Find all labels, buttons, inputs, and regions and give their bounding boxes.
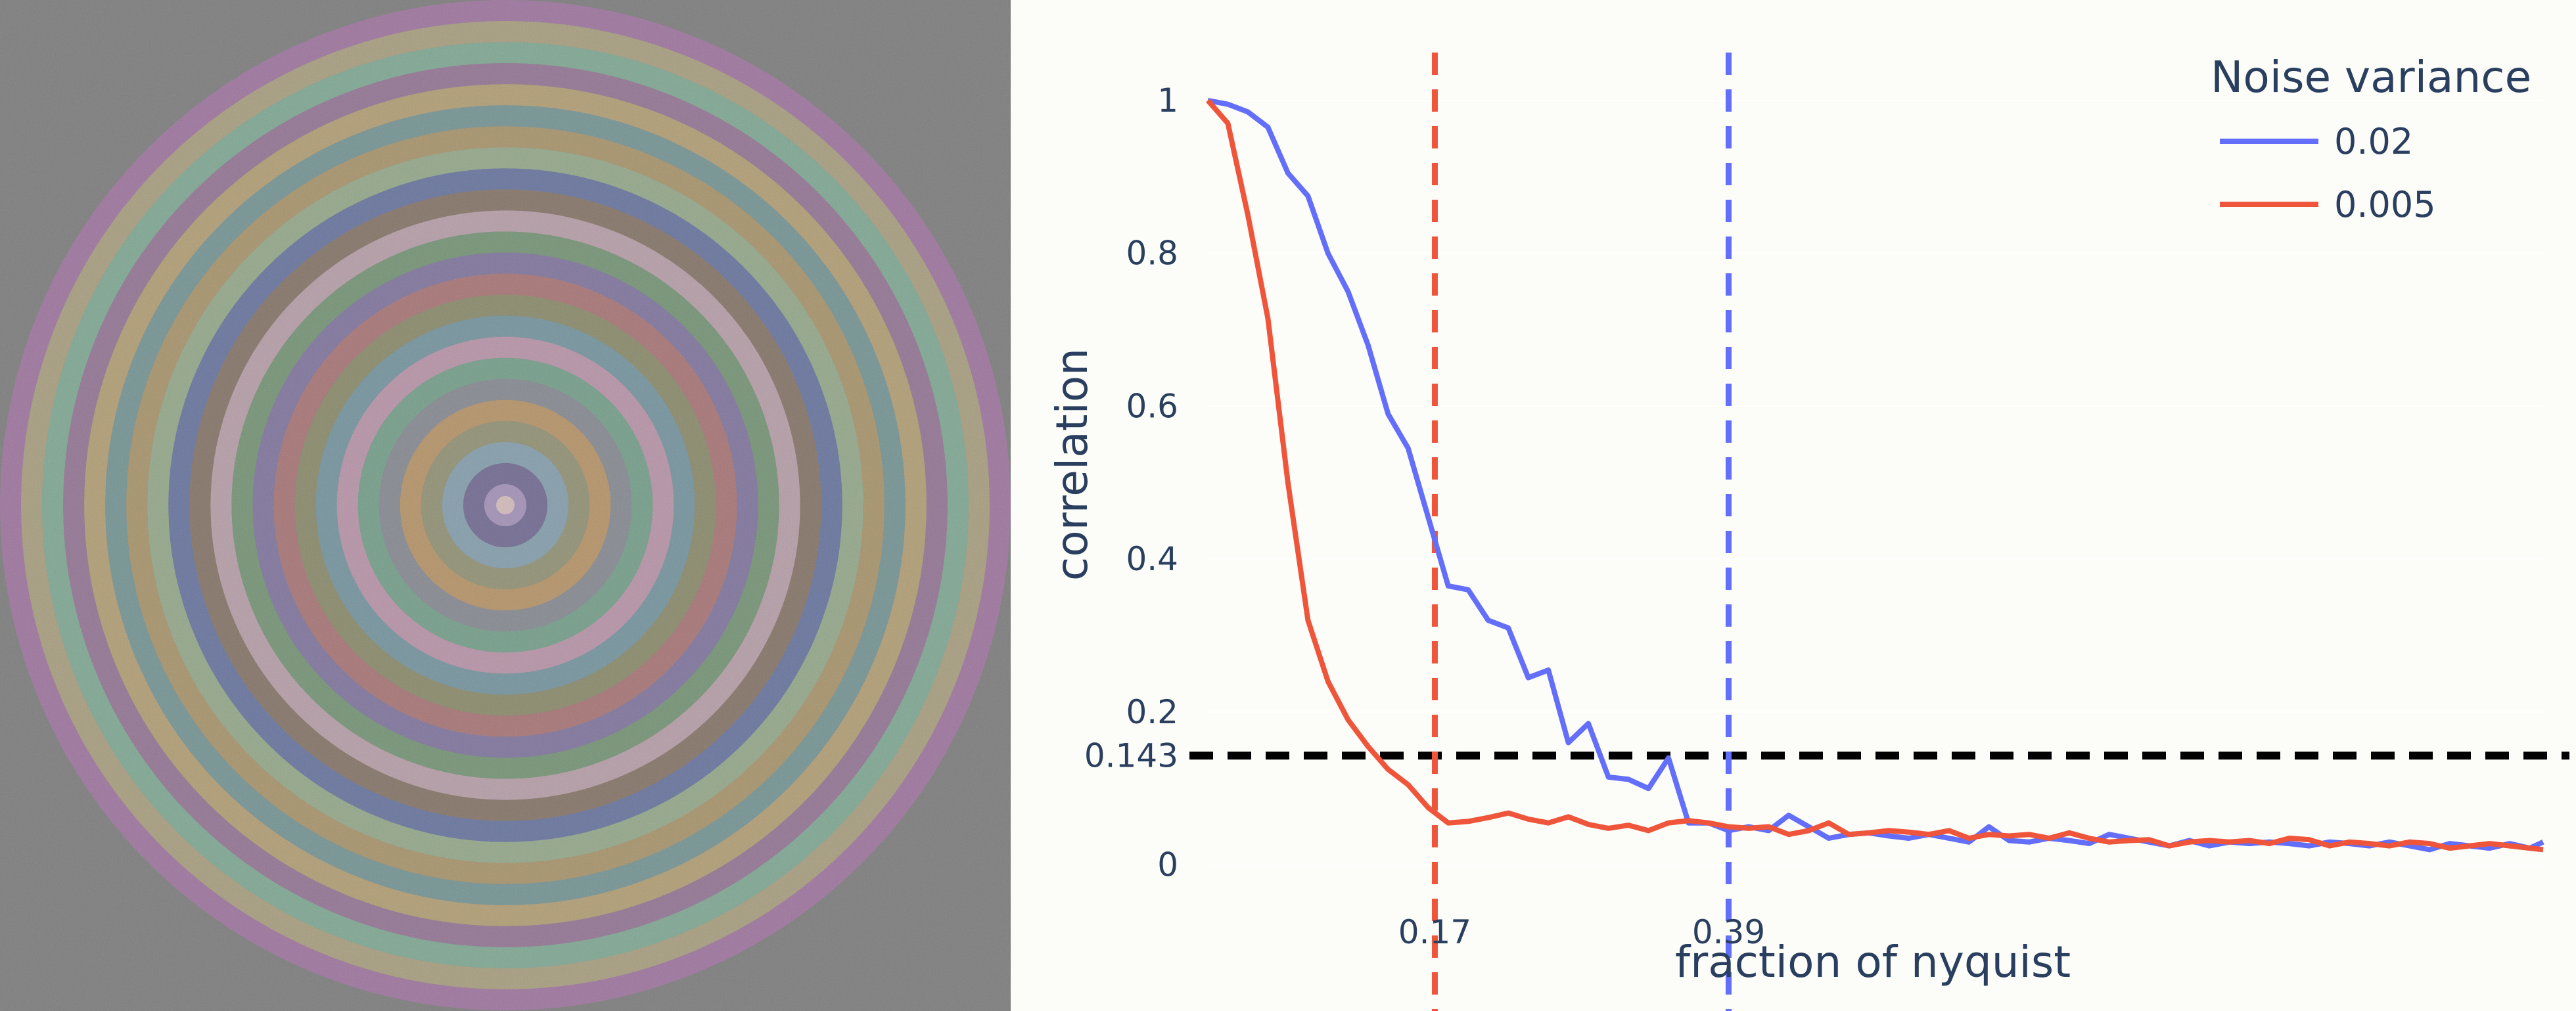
y-tick-label: 0	[1157, 846, 1178, 884]
y-tick-label: 0.6	[1126, 387, 1178, 425]
legend-item: 0.02	[2334, 121, 2413, 162]
noise-overlay	[0, 0, 1011, 1011]
vline-label: 0.17	[1398, 913, 1471, 951]
legend: Noise variance 0.02 0.005	[2211, 52, 2531, 225]
legend-item: 0.005	[2334, 184, 2436, 225]
fsc-chart: 0 0.2 0.4 0.6 0.8 1 0.143 0.17 0.39 fraction of…	[1011, 0, 2576, 1011]
y-tick-label: 1	[1157, 81, 1178, 120]
vline-label: 0.39	[1692, 913, 1765, 951]
grid	[1208, 99, 2543, 866]
x-axis-title: fraction of nyquist	[1675, 937, 2071, 987]
y-tick-label: 0.4	[1126, 540, 1178, 578]
y-axis-title: correlation	[1047, 348, 1097, 581]
vline-labels: 0.143 0.17 0.39	[1084, 736, 1765, 951]
y-tick-label: 0.2	[1126, 693, 1178, 731]
threshold-label: 0.143	[1084, 736, 1178, 775]
series-line	[1205, 99, 2544, 853]
y-tick-label: 0.8	[1126, 235, 1178, 273]
legend-title: Noise variance	[2211, 52, 2531, 102]
series-lines	[1205, 97, 2544, 853]
y-tick-labels: 0 0.2 0.4 0.6 0.8 1	[1126, 81, 1178, 884]
fsc-ring-image	[0, 0, 1011, 1011]
